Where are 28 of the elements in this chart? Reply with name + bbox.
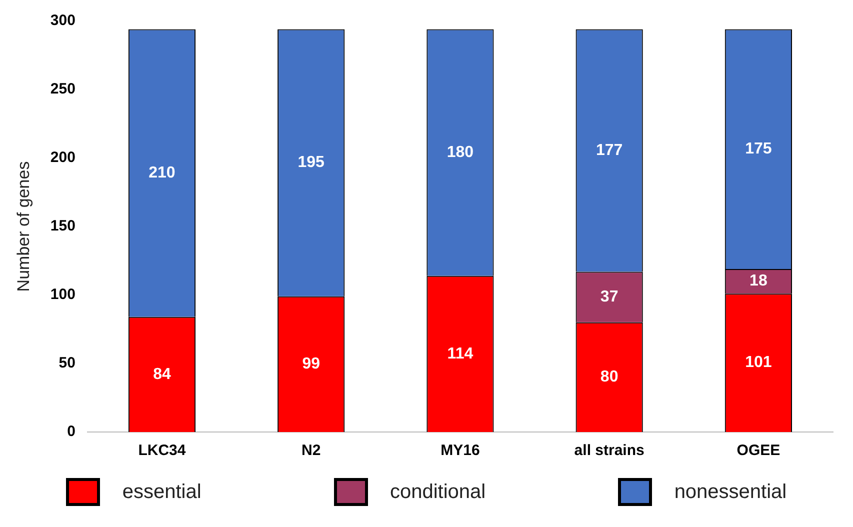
data-label: 84 [153, 366, 171, 383]
data-label: 195 [298, 154, 325, 172]
data-label: 210 [148, 164, 176, 182]
x-tick-label: MY16 [440, 442, 480, 460]
data-label: 80 [600, 368, 618, 386]
x-tick-label: LKC34 [138, 442, 186, 460]
y-tick-label: 200 [50, 149, 76, 166]
data-label: 177 [596, 142, 623, 159]
data-label: 175 [745, 140, 772, 158]
y-tick-label: 150 [50, 218, 76, 235]
y-tick-label: 100 [50, 286, 76, 304]
legend-label: essential [122, 480, 202, 504]
x-tick-label: OGEE [736, 442, 780, 460]
data-label: 37 [600, 288, 618, 306]
y-tick-label: 50 [58, 354, 76, 372]
y-tick-label: 300 [50, 12, 76, 30]
y-tick-label: 250 [50, 80, 76, 98]
legend-label: conditional [390, 480, 486, 504]
data-label: 99 [302, 356, 320, 373]
data-label: 114 [447, 345, 474, 362]
x-tick-label: all strains [574, 442, 644, 460]
data-label: 180 [446, 144, 474, 161]
data-label: 18 [750, 272, 768, 290]
x-tick-label: N2 [302, 442, 321, 460]
y-tick-label: 0 [67, 423, 76, 440]
legend-label: nonessential [674, 480, 787, 504]
y-axis-title: Number of genes [14, 161, 33, 292]
data-label: 101 [745, 354, 772, 372]
